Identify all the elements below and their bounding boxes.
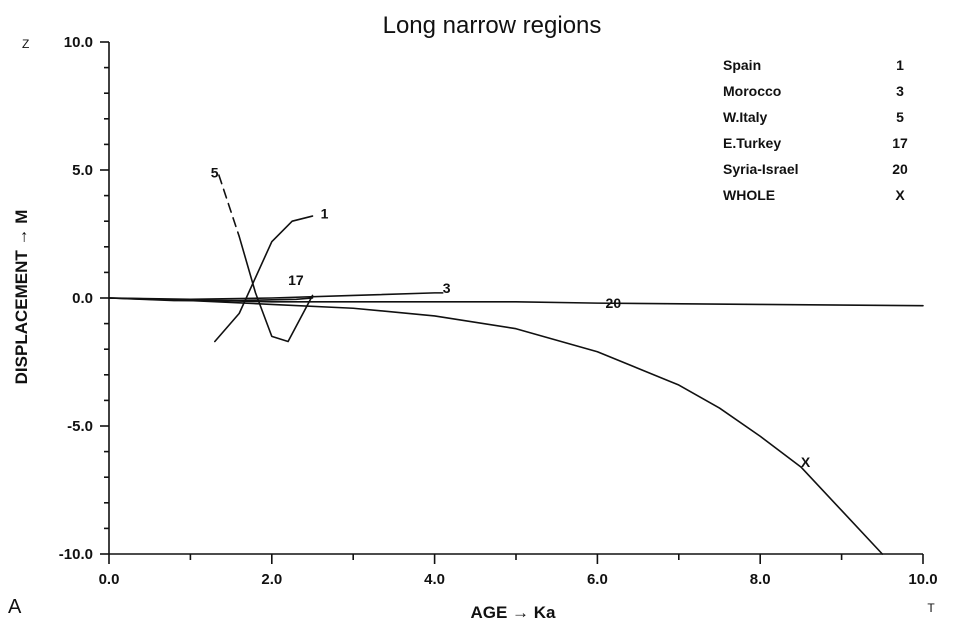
axes: -10.0 -5.0 0.0 5.0 10.0 0.0 2.0 4.0 6.0 8.0 10.0 [59,34,938,588]
y-corner-label: Z [22,37,29,51]
x-corner-label: T [927,601,935,615]
x-tick-label: 0.0 [99,571,120,588]
curve-label-1: 1 [321,206,329,222]
legend-entry-name: W.Italy [723,109,768,125]
panel-label: A [8,596,22,618]
legend-entry-name: Morocco [723,83,781,99]
series-line-x [108,297,884,555]
curve-label-17: 17 [288,272,304,288]
legend-entry-key: 3 [896,83,904,99]
y-axis-label: DISPLACEMENT → M [12,210,31,385]
series-line-1 [214,215,314,343]
x-tick-label: 8.0 [750,571,771,588]
x-tick-label: 4.0 [424,571,445,588]
chart-title: Long narrow regions [383,12,602,39]
legend-entry-key: 20 [892,161,908,177]
curve-label-x: X [801,454,811,470]
x-tick-label: 10.0 [908,571,937,588]
y-tick-label: 5.0 [72,162,93,179]
series-lines [108,174,924,555]
curve-label-3: 3 [443,280,451,296]
curve-label-20: 20 [606,295,622,311]
legend-entry-name: Syria-Israel [723,161,799,177]
y-tick-label: 10.0 [64,34,93,51]
legend: Spain 1 Morocco 3 W.Italy 5 E.Turkey 17 Syria-Is… [723,57,908,203]
legend-entry-key: 1 [896,57,904,73]
y-tick-label: -5.0 [67,418,93,435]
legend-entry-key: 17 [892,135,908,151]
series-line-20 [108,297,924,307]
curve-label-5: 5 [211,165,219,181]
x-axis-label: AGE → Ka [470,603,556,622]
curve-labels: 1 3 5 17 20 X [211,165,811,470]
legend-entry-key: 5 [896,109,904,125]
series-line-5 [238,235,314,343]
x-tick-label: 6.0 [587,571,608,588]
legend-entry-name: Spain [723,57,761,73]
legend-entry-name: E.Turkey [723,135,781,151]
series-line-5-dashed [218,174,241,238]
y-tick-label: -10.0 [59,546,93,563]
legend-entry-key: X [895,187,905,203]
legend-entry-name: WHOLE [723,187,775,203]
y-tick-label: 0.0 [72,290,93,307]
x-tick-label: 2.0 [261,571,282,588]
series-line-3 [108,292,444,301]
